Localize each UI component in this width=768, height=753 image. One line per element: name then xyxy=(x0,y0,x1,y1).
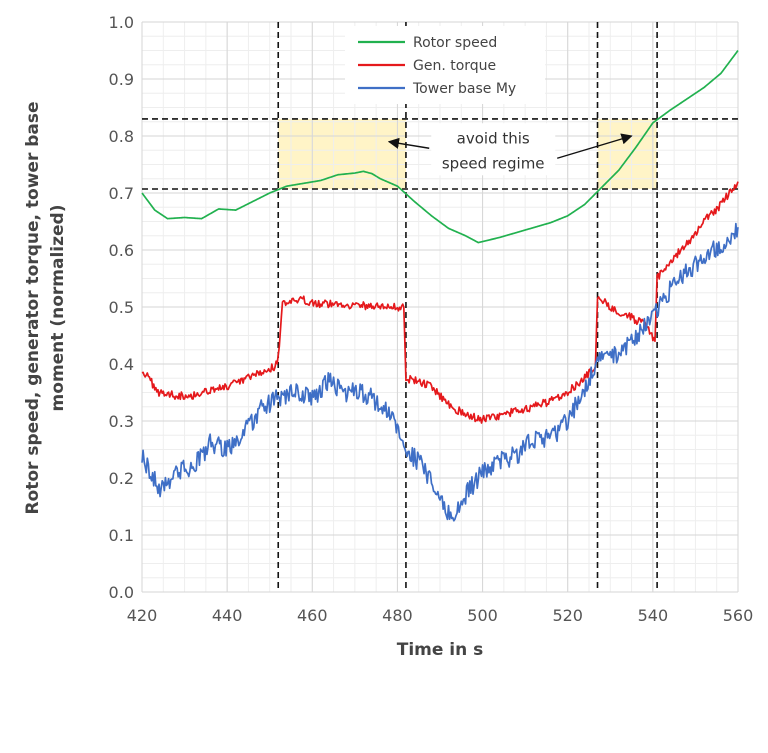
highlight-region-0 xyxy=(278,118,406,190)
y-tick-label: 0.2 xyxy=(109,469,134,488)
y-tick-label: 0.6 xyxy=(109,241,134,260)
annotation-arrow-1 xyxy=(557,133,633,159)
x-tick-label: 500 xyxy=(467,606,498,625)
x-tick-label: 440 xyxy=(212,606,243,625)
y-tick-label: 0.7 xyxy=(109,184,134,203)
y-tick-label: 0.3 xyxy=(109,412,134,431)
x-tick-label: 520 xyxy=(552,606,583,625)
y-tick-label: 0.0 xyxy=(109,583,134,602)
grid xyxy=(141,21,739,593)
annotation-text-line-2: speed regime xyxy=(442,154,545,172)
highlight-regions xyxy=(278,118,658,190)
y-tick-label: 1.0 xyxy=(109,13,134,32)
x-tick-label: 480 xyxy=(382,606,413,625)
x-tick-label: 420 xyxy=(127,606,158,625)
y-tick-label: 0.4 xyxy=(109,355,134,374)
y-axis-title-line-2: moment (normalized) xyxy=(48,205,68,412)
annotation-arrow-0 xyxy=(387,137,430,149)
series-lines xyxy=(141,49,739,522)
x-tick-label: 460 xyxy=(297,606,328,625)
annotation: avoid this speed regime xyxy=(387,123,633,176)
legend-label-rotor-speed: Rotor speed xyxy=(413,35,497,51)
y-axis-title: Rotor speed, generator torque, tower bas… xyxy=(23,101,68,514)
x-tick-label: 560 xyxy=(723,606,754,625)
annotation-background xyxy=(431,123,556,176)
series-line-rotor-speed xyxy=(141,49,739,244)
series-line-tower-base-my xyxy=(141,222,739,522)
y-tick-label: 0.9 xyxy=(109,70,134,89)
y-axis-title-line-1: Rotor speed, generator torque, tower bas… xyxy=(23,101,43,514)
legend-label-tower-base-my: Tower base My xyxy=(412,81,516,97)
x-tick-label: 540 xyxy=(638,606,669,625)
legend: Rotor speed Gen. torque Tower base My xyxy=(345,26,545,104)
y-tick-label: 0.1 xyxy=(109,526,134,545)
series-line-gen-torque xyxy=(141,181,739,424)
tick-labels: 420 440 460 480 500 520 540 560 0.0 0.1 0.2 0.3 0.4 0… xyxy=(109,13,754,625)
legend-label-gen-torque: Gen. torque xyxy=(413,58,496,74)
y-tick-label: 0.5 xyxy=(109,298,134,317)
x-axis-title: Time in s xyxy=(397,640,484,660)
annotation-text-line-1: avoid this xyxy=(457,129,530,147)
y-tick-label: 0.8 xyxy=(109,127,134,146)
